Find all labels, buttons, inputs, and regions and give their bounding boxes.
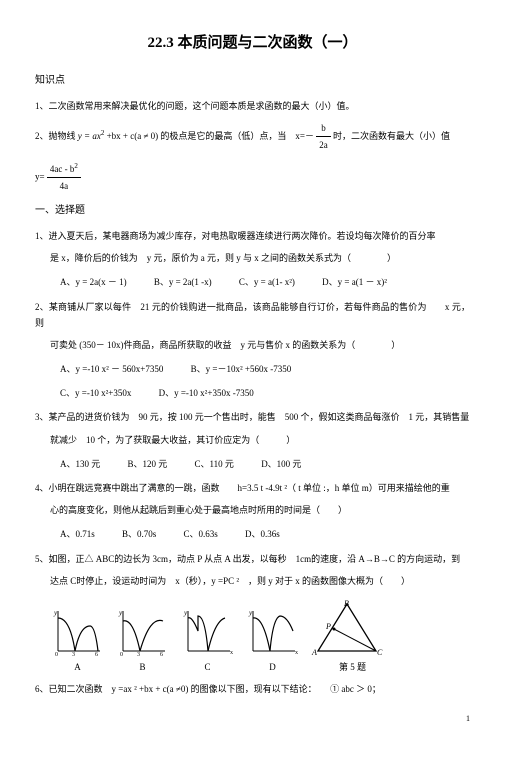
q2-choices: A、y =-10 x² － 560x+7350 B、y =－10x² +560x…	[60, 361, 470, 377]
q4-choices: A、0.71s B、0.70s C、0.63s D、0.36s	[60, 526, 470, 542]
graph-a-box: y 0 3 6 A	[50, 606, 105, 675]
question-3b: 就减少 10 个，为了获取最大收益，其订价应定为（ ）	[35, 432, 470, 448]
svg-text:P: P	[325, 622, 331, 631]
question-1b: 是 x，降价后的价钱为 y 元，原价为 a 元，则 y 与 x 之间的函数关系式…	[35, 250, 470, 266]
k3-sup: 2	[74, 162, 78, 170]
graph-d-box: y x D	[245, 606, 300, 675]
question-6: 6、已知二次函数 y =ax ² +bx + c(a ≠0) 的图像以下图，现有…	[35, 681, 470, 697]
svg-text:6: 6	[95, 652, 98, 656]
q4-d: D、0.36s	[245, 529, 280, 539]
graph-5-box: B A C P 第 5 题	[310, 599, 385, 675]
k3-frac: 4ac - b24a	[47, 160, 81, 194]
q4-a: A、0.71s	[60, 529, 95, 539]
graphs-row: y 0 3 6 A y 0 3 6 B y x C y x D B A C P 第 5 …	[50, 599, 470, 675]
graph-5-label: 第 5 题	[339, 659, 366, 675]
q2-b: B、y =－10x² +560x -7350	[191, 364, 292, 374]
k2-text-a: 2、抛物线	[35, 131, 78, 141]
page-number: 1	[35, 712, 470, 726]
q3-c: C、110 元	[195, 459, 234, 469]
q2-d: D、y =-10 x²+350x -7350	[159, 388, 254, 398]
question-2b: 可卖处 (350－ 10x)件商品，商品所获取的收益 y 元与售价 x 的函数关…	[35, 337, 470, 353]
graph-c: y x	[180, 606, 235, 656]
graph-d-label: D	[269, 659, 276, 675]
svg-text:3: 3	[137, 652, 140, 656]
graph-a-label: A	[74, 659, 81, 675]
knowledge-point-1: 1、二次函数常用来解决最优化的问题，这个问题本质是求函数的最大（小）值。	[35, 98, 470, 114]
svg-text:3: 3	[72, 652, 75, 656]
section-choice: 一、选择题	[35, 202, 470, 220]
k3-den: 4a	[47, 178, 81, 194]
k2-num: b	[316, 120, 331, 137]
question-3: 3、某产品的进货价钱为 90 元，按 100 元一个售出时，能售 500 个，假…	[35, 409, 470, 425]
k2-den: 2a	[316, 137, 331, 153]
q2-choices-2: C、y =-10 x²+350x D、y =-10 x²+350x -7350	[60, 385, 470, 401]
knowledge-formula-2: y= 4ac - b24a	[35, 160, 470, 194]
q3-a: A、130 元	[60, 459, 100, 469]
graph-b: y 0 3 6	[115, 606, 170, 656]
svg-text:y: y	[248, 609, 253, 617]
question-5b: 达点 C时停止，设运动时间为 x（秒），y =PC ² ，则 y 对于 x 的函…	[35, 573, 470, 589]
question-5: 5、如图，正△ ABC的边长为 3cm，动点 P 从点 A 出发，以每秒 1cm…	[35, 551, 470, 567]
k2-frac: b2a	[316, 120, 331, 153]
svg-text:0: 0	[120, 652, 123, 656]
section-knowledge: 知识点	[35, 72, 470, 90]
svg-text:6: 6	[160, 652, 163, 656]
q2-a: A、y =-10 x² － 560x+7350	[60, 364, 163, 374]
graph-c-box: y x C	[180, 606, 235, 675]
svg-text:A: A	[311, 648, 317, 657]
svg-text:y: y	[118, 609, 123, 617]
q3-choices: A、130 元 B、120 元 C、110 元 D、100 元	[60, 456, 470, 472]
graph-a: y 0 3 6	[50, 606, 105, 656]
q1-c: C、y = a(1- x²)	[239, 277, 295, 287]
svg-text:0: 0	[55, 652, 58, 656]
q1-choices: A、y = 2a(x － 1) B、y = 2a(1 -x) C、y = a(1…	[60, 274, 470, 290]
graph-b-box: y 0 3 6 B	[115, 606, 170, 675]
svg-text:C: C	[377, 648, 383, 657]
q1-d: D、y = a(1 － x)²	[322, 277, 387, 287]
page-title: 22.3 本质问题与二次函数（一）	[35, 30, 470, 57]
triangle-figure: B A C P	[310, 599, 385, 659]
graph-b-label: B	[139, 659, 145, 675]
question-2: 2、某商铺从厂家以每件 21 元的价钱购进一批商品，该商品能够自行订价，若每件商…	[35, 299, 470, 331]
k3-num: 4ac - b2	[47, 160, 81, 178]
graph-d: y x	[245, 606, 300, 656]
k3-num-text: 4ac - b	[50, 164, 75, 174]
svg-text:y: y	[53, 609, 58, 617]
knowledge-point-2: 2、抛物线 y = ax2 +bx + c(a ≠ 0) 的极点是它的最高（低）…	[35, 120, 470, 153]
q3-d: D、100 元	[261, 459, 301, 469]
q4-b: B、0.70s	[122, 529, 156, 539]
k2-text-c: 时，二次函数有最大（小）值	[331, 131, 450, 141]
q2-c: C、y =-10 x²+350x	[60, 388, 131, 398]
q4-c: C、0.63s	[184, 529, 218, 539]
q1-b: B、y = 2a(1 -x)	[154, 277, 212, 287]
question-4b: 心的高度变化，则他从起跳后到重心处于最高地点时所用的时间是（ ）	[35, 502, 470, 518]
svg-text:y: y	[183, 609, 188, 617]
question-4: 4、小明在跳远竞赛中跳出了满意的一跳，函数 h=3.5 t -4.9t ²（ t…	[35, 480, 470, 496]
q1-a: A、y = 2a(x － 1)	[60, 277, 127, 287]
k2-formula: y = ax	[78, 131, 101, 141]
k2-text-b: +bx + c(a ≠ 0) 的极点是它的最高（低）点，当 x=－	[104, 131, 316, 141]
svg-text:x: x	[295, 650, 298, 656]
svg-text:B: B	[344, 599, 349, 608]
graph-c-label: C	[204, 659, 210, 675]
svg-text:x: x	[230, 650, 233, 656]
question-1: 1、进入夏天后，某电器商场为减少库存，对电热取暖器连续进行两次降价。若设均每次降…	[35, 228, 470, 244]
q3-b: B、120 元	[128, 459, 168, 469]
